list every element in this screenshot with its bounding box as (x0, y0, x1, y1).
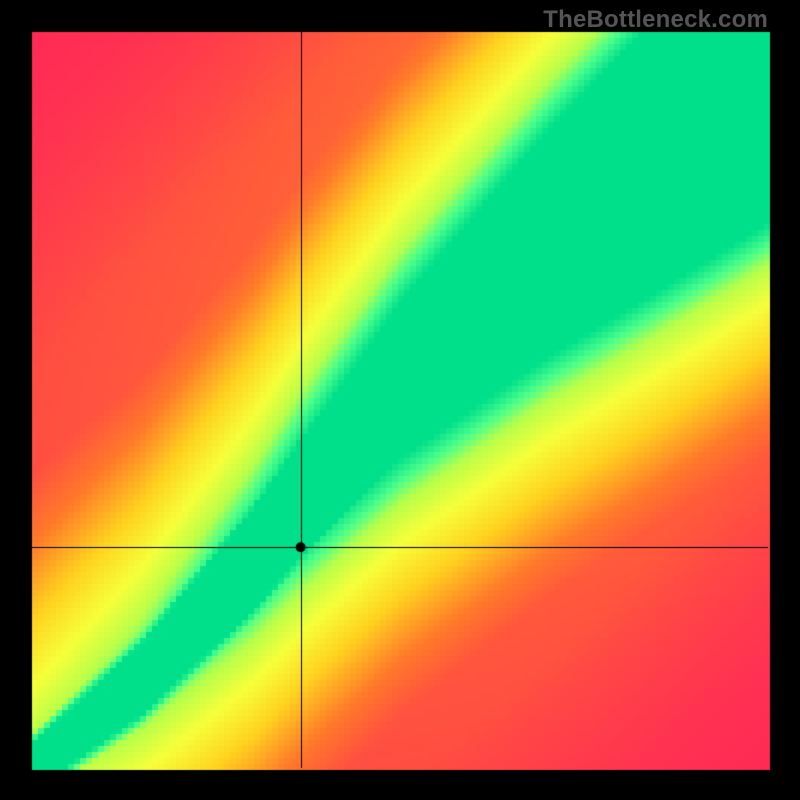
chart-container: TheBottleneck.com (0, 0, 800, 800)
watermark-text: TheBottleneck.com (543, 6, 768, 34)
bottleneck-heatmap-canvas (0, 0, 800, 800)
